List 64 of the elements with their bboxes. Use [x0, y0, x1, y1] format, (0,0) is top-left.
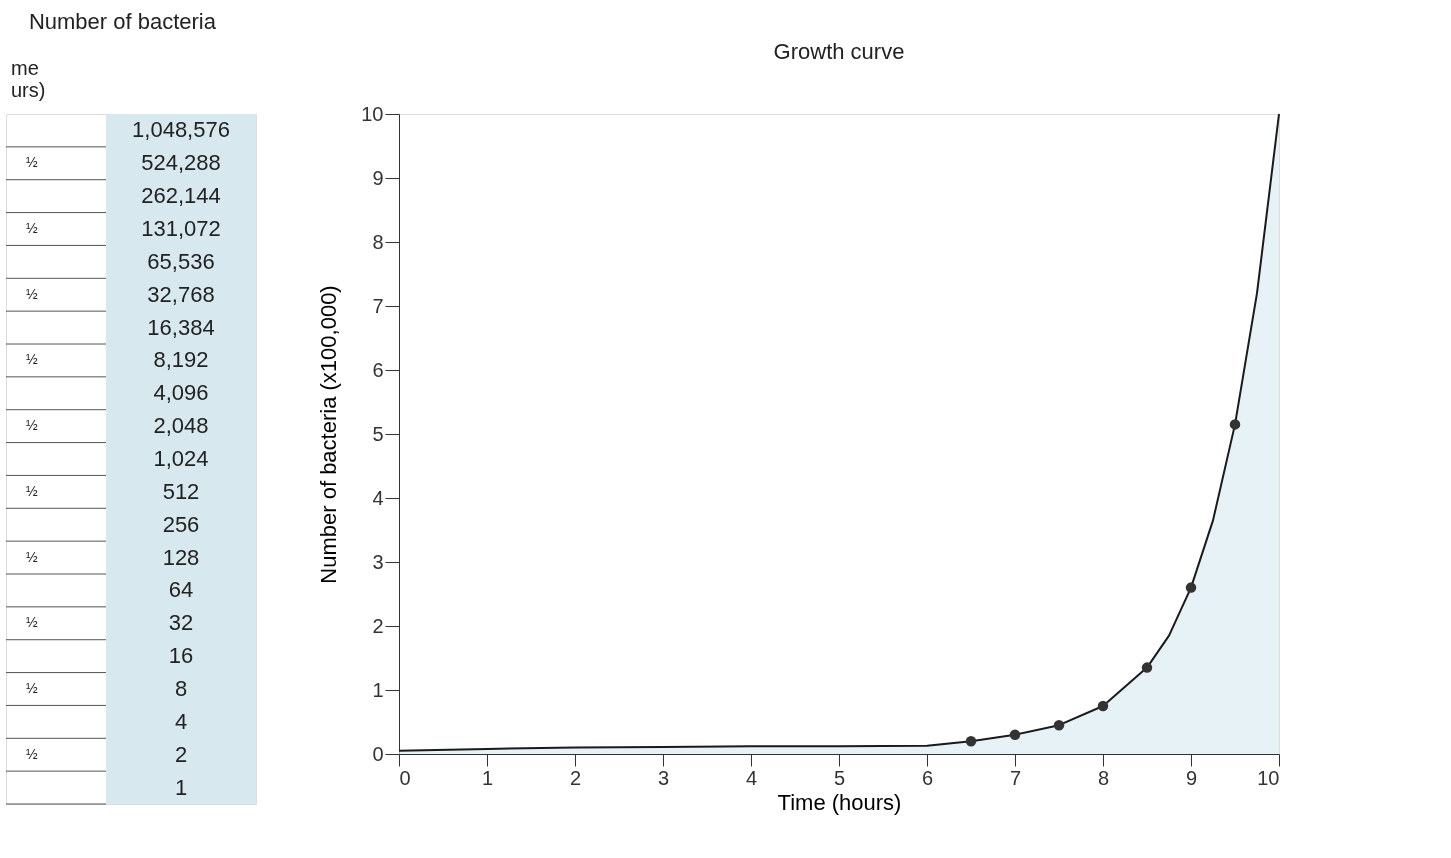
x-tick-label: 1	[481, 766, 494, 789]
text: 16,384	[147, 314, 215, 340]
x-tick-label: 7	[1009, 766, 1022, 789]
x-tick-label: 0	[399, 766, 411, 789]
y-tick-label: 3	[372, 550, 384, 573]
x-tick-label: 5	[833, 766, 846, 789]
text: 128	[162, 544, 200, 570]
text: 256	[162, 511, 200, 537]
text: 32,768	[147, 281, 215, 307]
category-label: ½	[26, 417, 38, 434]
category-label: ½	[26, 548, 38, 565]
text: me urs)	[11, 57, 46, 101]
category-label: ½	[26, 154, 38, 171]
text: 1,048,576	[132, 117, 230, 143]
text: 4,096	[153, 380, 209, 406]
x-tick-label: 10	[1257, 766, 1280, 789]
point	[1229, 419, 1241, 430]
text: 2,048	[153, 413, 209, 439]
x-tick-label: 6	[921, 766, 934, 789]
text: 65,536	[147, 248, 215, 274]
point	[1141, 662, 1153, 673]
text: 32	[168, 610, 194, 636]
x-tick-label: 8	[1097, 766, 1110, 789]
y-tick-label: 5	[372, 422, 384, 445]
point	[1185, 582, 1197, 593]
y-tick-label: 8	[372, 230, 384, 253]
category-label: ½	[26, 285, 38, 302]
y-tick-label: 1	[372, 678, 384, 701]
text: 8	[174, 676, 188, 701]
x-tick-label: 9	[1185, 766, 1198, 789]
category-label: ½	[26, 745, 38, 762]
category-label: ½	[26, 680, 38, 696]
y-tick-label: 10	[361, 102, 384, 125]
text: 512	[162, 478, 200, 504]
text: 131,072	[141, 216, 221, 241]
text: 16	[168, 643, 194, 669]
y-tick-label: 2	[372, 614, 384, 637]
text: Number of bacteria	[28, 9, 217, 34]
text: 524,288	[141, 150, 221, 176]
point	[1053, 719, 1065, 731]
x-axis-title: Time (hours)	[777, 789, 902, 815]
text: 2	[174, 741, 188, 767]
y-tick-label: 0	[372, 742, 384, 765]
category-label: ½	[26, 351, 38, 368]
chart-title: Growth curve	[773, 39, 905, 64]
point	[1009, 729, 1021, 741]
text: 262,144	[141, 183, 221, 209]
point	[965, 735, 977, 747]
text: 4	[174, 708, 188, 734]
text: 64	[168, 577, 194, 603]
text: 8,192	[153, 347, 209, 373]
y-tick-label: 9	[372, 166, 384, 189]
y-tick-label: 7	[372, 294, 384, 317]
x-tick-label: 3	[657, 766, 670, 789]
point	[1097, 700, 1109, 712]
y-tick-label: 4	[372, 486, 384, 509]
category-label: ½	[26, 220, 38, 236]
category-label: ½	[26, 614, 38, 631]
x-tick-label: 2	[569, 766, 582, 789]
x-tick-label: 4	[745, 766, 758, 789]
text: 1,024	[153, 446, 209, 471]
y-tick-label: 6	[372, 358, 384, 381]
y-axis-title: Number of bacteria (x100,000)	[316, 285, 342, 584]
category-label: ½	[26, 482, 38, 499]
